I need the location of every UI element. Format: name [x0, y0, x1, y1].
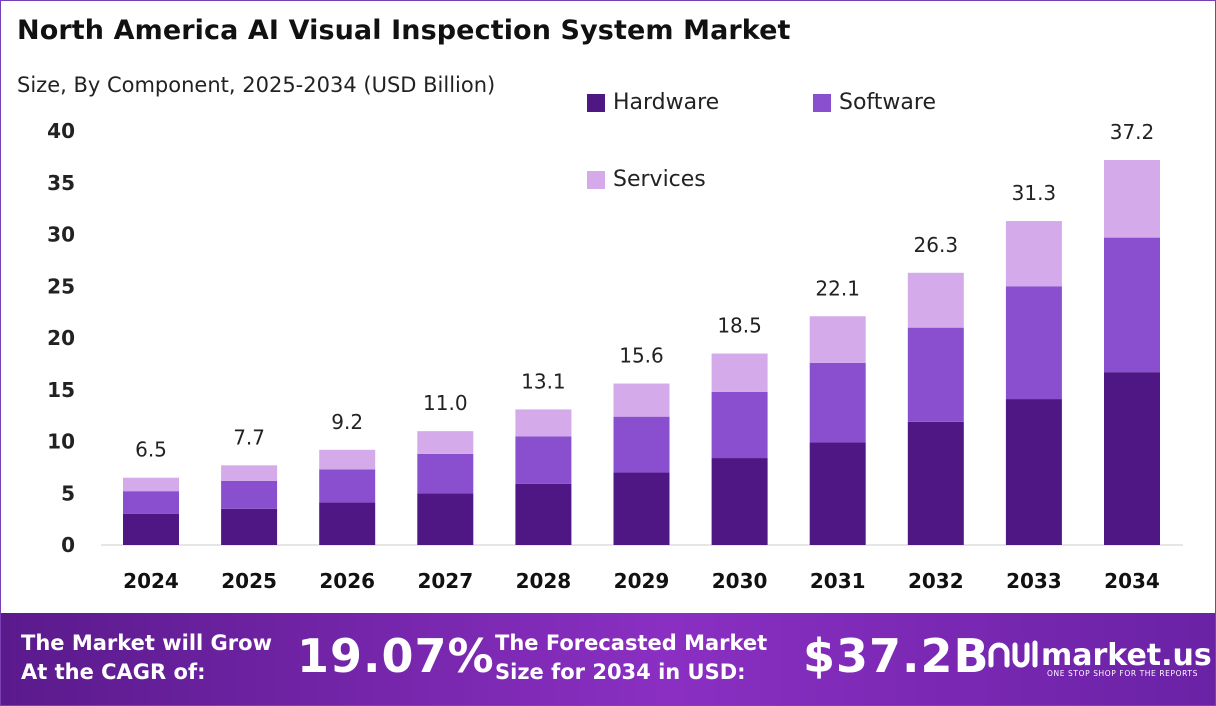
x-tick-label: 2027: [417, 569, 473, 593]
bar-software-2027: [417, 453, 474, 494]
forecast-label-line2: Size for 2034 in USD:: [495, 660, 746, 684]
data-label-total: 31.3: [1012, 181, 1057, 205]
data-label-total: 6.5: [135, 438, 167, 462]
bar-services-2031: [809, 316, 866, 363]
x-tick-label: 2032: [908, 569, 964, 593]
data-label-total: 26.3: [914, 233, 959, 257]
bar-hardware-2028: [515, 483, 572, 545]
data-label-total: 9.2: [331, 410, 363, 434]
bar-services-2029: [613, 383, 670, 417]
data-label-total: 37.2: [1110, 120, 1155, 144]
bar-hardware-2027: [417, 493, 474, 545]
bar-software-2034: [1104, 237, 1160, 373]
chart-subtitle: Size, By Component, 2025-2034 (USD Billi…: [17, 73, 496, 97]
bar-hardware-2029: [613, 472, 670, 545]
forecast-value: $37.2B: [803, 629, 990, 683]
bar-software-2026: [319, 469, 376, 503]
legend-swatch-hardware: [587, 93, 605, 112]
forecast-label-line1: The Forecasted Market: [495, 631, 768, 655]
x-tick-label: 2028: [516, 569, 572, 593]
y-tick-label: 40: [47, 119, 75, 143]
market-us-logo-icon: [988, 640, 1038, 668]
data-label-total: 15.6: [619, 344, 664, 368]
bar-software-2032: [907, 327, 964, 422]
bar-services-2030: [711, 353, 768, 392]
y-tick-label: 35: [47, 171, 75, 195]
legend-label-services: Services: [613, 167, 706, 192]
x-tick-label: 2025: [221, 569, 277, 593]
y-tick-label: 0: [61, 533, 75, 557]
legend-label-hardware: Hardware: [613, 90, 720, 115]
bar-services-2034: [1104, 159, 1160, 238]
y-tick-label: 5: [61, 481, 75, 505]
x-tick-label: 2026: [319, 569, 375, 593]
cagr-value: 19.07%: [297, 629, 495, 683]
bar-hardware-2025: [221, 508, 278, 545]
bar-services-2027: [417, 431, 474, 454]
data-label-total: 7.7: [233, 425, 265, 449]
cagr-label: The Market will Grow At the CAGR of:: [21, 629, 272, 687]
legend-swatch-services: [587, 170, 605, 189]
data-label-total: 13.1: [521, 369, 566, 393]
legend-item-hardware: Hardware: [587, 90, 719, 115]
brand-tagline: ONE STOP SHOP FOR THE REPORTS: [1047, 669, 1198, 678]
data-label-total: 11.0: [423, 391, 468, 415]
bar-software-2030: [711, 391, 768, 459]
bar-services-2028: [515, 409, 572, 437]
bar-services-2025: [221, 465, 278, 481]
cagr-label-line1: The Market will Grow: [21, 631, 272, 655]
x-tick-label: 2031: [810, 569, 866, 593]
bar-hardware-2034: [1104, 372, 1160, 545]
y-tick-label: 20: [47, 326, 75, 350]
x-tick-label: 2030: [712, 569, 768, 593]
brand-logo: market.us ONE STOP SHOP FOR THE REPORTS: [987, 635, 1212, 678]
bar-software-2028: [515, 436, 572, 484]
brand-name: market.us: [1041, 637, 1212, 673]
cagr-label-line2: At the CAGR of:: [21, 660, 206, 684]
bar-hardware-2033: [1005, 399, 1062, 545]
bar-services-2026: [319, 449, 376, 470]
bar-hardware-2026: [319, 502, 376, 545]
bar-hardware-2030: [711, 458, 768, 545]
bar-hardware-2024: [123, 513, 179, 545]
data-label-total: 18.5: [717, 314, 762, 338]
legend-item-software: Software: [813, 90, 936, 115]
bar-hardware-2031: [809, 442, 866, 545]
y-tick-label: 30: [47, 223, 75, 247]
bar-software-2029: [613, 416, 670, 473]
bar-software-2033: [1005, 286, 1062, 400]
footer-banner: The Market will Grow At the CAGR of: 19.…: [1, 613, 1215, 705]
stacked-bar-chart: 05101520253035406.520247.720259.2202611.…: [47, 119, 1183, 593]
bar-hardware-2032: [907, 421, 964, 545]
x-tick-label: 2033: [1006, 569, 1062, 593]
forecast-label: The Forecasted Market Size for 2034 in U…: [495, 629, 767, 687]
y-tick-label: 15: [47, 378, 75, 402]
chart-title: North America AI Visual Inspection Syste…: [17, 15, 791, 46]
bar-software-2031: [809, 362, 866, 443]
y-tick-label: 10: [47, 430, 75, 454]
x-tick-label: 2029: [614, 569, 670, 593]
legend-label-software: Software: [839, 90, 936, 115]
x-tick-label: 2034: [1104, 569, 1160, 593]
bar-software-2024: [123, 491, 179, 514]
y-tick-label: 25: [47, 274, 75, 298]
legend-item-services: Services: [587, 167, 706, 192]
bar-services-2024: [123, 477, 179, 492]
legend-swatch-software: [813, 93, 831, 112]
x-tick-label: 2024: [123, 569, 179, 593]
bar-services-2032: [907, 272, 964, 328]
bar-software-2025: [221, 480, 278, 509]
data-label-total: 22.1: [815, 276, 860, 300]
bar-services-2033: [1005, 221, 1062, 287]
